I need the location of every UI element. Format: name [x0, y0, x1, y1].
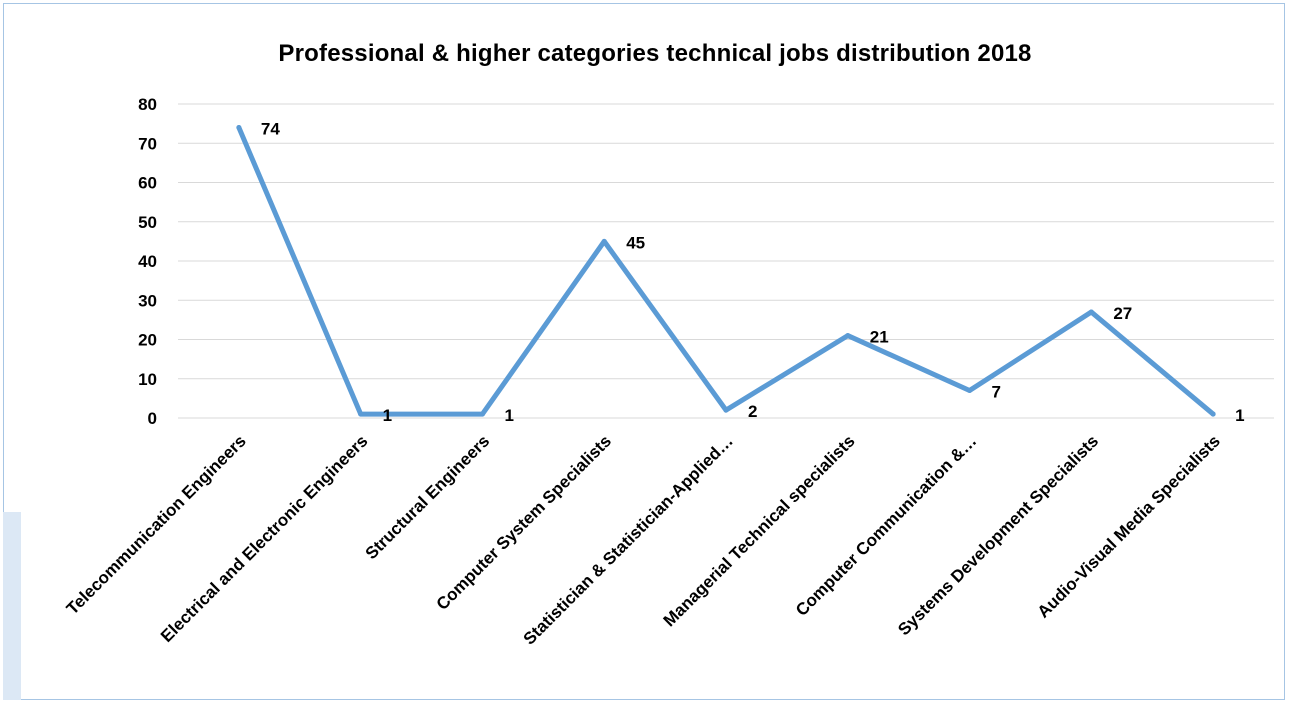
data-label: 2 [748, 402, 757, 421]
y-tick-label: 50 [138, 213, 157, 232]
y-tick-label: 20 [138, 331, 157, 350]
series-line [236, 125, 1216, 417]
data-label: 7 [992, 383, 1001, 402]
y-tick-label: 80 [138, 95, 157, 114]
y-tick-label: 0 [148, 409, 157, 428]
x-tick-label: Statistician & Statistician-Applied… [520, 431, 737, 648]
data-point [967, 388, 973, 394]
x-tick-label: Systems Development Specialists [894, 431, 1102, 639]
data-label: 21 [870, 328, 889, 347]
chart-frame [3, 3, 1285, 700]
data-label: 1 [1235, 406, 1244, 425]
data-label: 74 [261, 120, 280, 139]
data-point [479, 411, 485, 417]
chart-title: Professional & higher categories technic… [278, 40, 1032, 67]
data-label: 45 [626, 233, 645, 252]
y-tick-label: 40 [138, 252, 157, 271]
data-point [1210, 411, 1216, 417]
data-labels: 74 1 1 45 2 21 7 27 1 [261, 120, 1245, 426]
y-tick-label: 60 [138, 174, 157, 193]
y-tick-label: 70 [138, 134, 157, 153]
side-accent-strip [3, 512, 21, 700]
x-tick-label: Electrical and Electronic Engineers [157, 431, 372, 646]
data-point [358, 411, 364, 417]
y-tick-label: 30 [138, 291, 157, 310]
gridlines [178, 103, 1274, 419]
y-tick-label: 10 [138, 370, 157, 389]
data-point [1088, 309, 1094, 315]
data-point [845, 333, 851, 339]
data-label: 27 [1113, 304, 1132, 323]
data-point [723, 407, 729, 413]
x-tick-label: Structural Engineers [362, 431, 494, 563]
data-point [236, 125, 242, 131]
data-label: 1 [504, 406, 513, 425]
y-axis-ticks: 0 10 20 30 40 50 60 70 80 [138, 95, 157, 428]
data-point [601, 238, 607, 244]
series-layer [236, 125, 1216, 417]
x-tick-label: Managerial Technical specialists [660, 431, 859, 630]
data-label: 1 [383, 406, 392, 425]
